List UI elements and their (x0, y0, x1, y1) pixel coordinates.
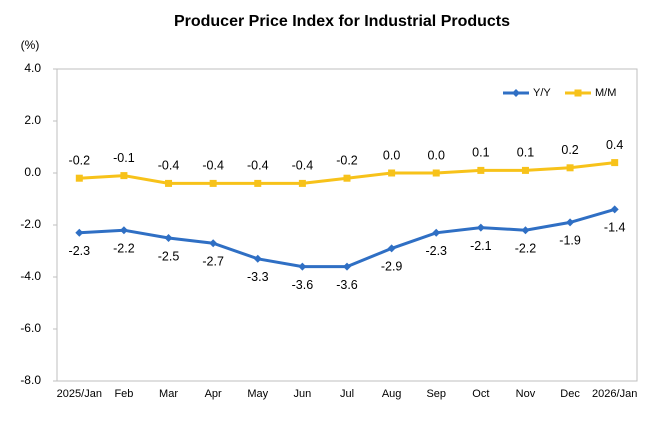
data-label: -0.4 (247, 159, 269, 173)
y-tick-label: -4.0 (20, 269, 41, 283)
y-tick-label: -2.0 (20, 217, 41, 231)
data-label: -3.6 (336, 278, 358, 292)
x-tick-label: Oct (472, 388, 489, 400)
marker (388, 169, 396, 177)
marker (119, 226, 128, 235)
data-label: -1.4 (604, 221, 626, 235)
y-axis-unit: (%) (21, 38, 40, 52)
data-label: 0.1 (472, 146, 489, 160)
marker (254, 179, 262, 187)
data-label: 0.0 (383, 148, 400, 162)
marker (343, 262, 351, 271)
y-tick-label: 4.0 (24, 61, 41, 75)
chart-title: Producer Price Index for Industrial Prod… (174, 13, 510, 30)
data-label: 0.4 (606, 138, 623, 152)
data-label: -0.4 (292, 159, 314, 173)
data-label: -2.2 (515, 241, 537, 255)
marker (476, 223, 485, 232)
x-tick-label: Mar (159, 388, 178, 400)
x-tick-label: Dec (560, 388, 580, 400)
x-tick-label: May (247, 388, 268, 400)
data-label: -2.3 (69, 244, 91, 258)
marker (611, 159, 619, 167)
marker (566, 164, 574, 172)
marker (566, 218, 575, 227)
x-tick-label: Sep (426, 388, 446, 400)
marker (298, 262, 307, 271)
data-label: -2.5 (158, 249, 180, 263)
data-label: -2.3 (425, 244, 447, 258)
data-label: -0.2 (69, 153, 91, 167)
marker (574, 89, 582, 97)
marker (253, 254, 262, 263)
marker (164, 234, 173, 242)
data-label: -2.9 (381, 260, 403, 274)
data-label: 0.1 (517, 146, 534, 160)
marker (209, 239, 218, 248)
x-tick-label: Jun (294, 388, 312, 400)
marker (477, 166, 485, 174)
marker (521, 166, 529, 174)
marker (387, 244, 396, 253)
marker (209, 179, 217, 187)
data-label: -2.7 (202, 254, 224, 268)
data-label: -0.1 (113, 151, 135, 165)
marker (298, 179, 306, 187)
data-label: -2.2 (113, 241, 135, 255)
marker (75, 228, 84, 237)
data-label: -2.1 (470, 239, 492, 253)
y-tick-label: 0.0 (24, 165, 41, 179)
data-label: 0.2 (561, 143, 578, 157)
x-tick-label: Apr (205, 388, 222, 400)
marker (165, 179, 173, 187)
legend-label: M/M (595, 87, 616, 99)
marker (343, 174, 351, 182)
data-label: -1.9 (559, 234, 581, 248)
y-tick-label: -6.0 (20, 321, 41, 335)
data-label: -0.4 (202, 159, 224, 173)
data-label: -0.4 (158, 159, 180, 173)
marker (610, 205, 619, 214)
marker (521, 226, 530, 235)
x-tick-label: 2025/Jan (57, 388, 102, 400)
x-tick-label: 2026/Jan (592, 388, 637, 400)
marker (432, 228, 441, 237)
x-tick-label: Aug (382, 388, 402, 400)
x-tick-label: Jul (340, 388, 354, 400)
marker (432, 169, 440, 177)
data-label: 0.0 (428, 148, 445, 162)
legend-label: Y/Y (533, 87, 551, 99)
y-tick-label: -8.0 (20, 373, 41, 387)
x-tick-label: Feb (114, 388, 133, 400)
marker (75, 174, 83, 182)
x-tick-label: Nov (516, 388, 536, 400)
data-label: -0.2 (336, 153, 358, 167)
data-label: -3.6 (292, 278, 314, 292)
marker (512, 89, 520, 97)
y-tick-label: 2.0 (24, 113, 41, 127)
marker (120, 172, 128, 180)
data-label: -3.3 (247, 270, 269, 284)
